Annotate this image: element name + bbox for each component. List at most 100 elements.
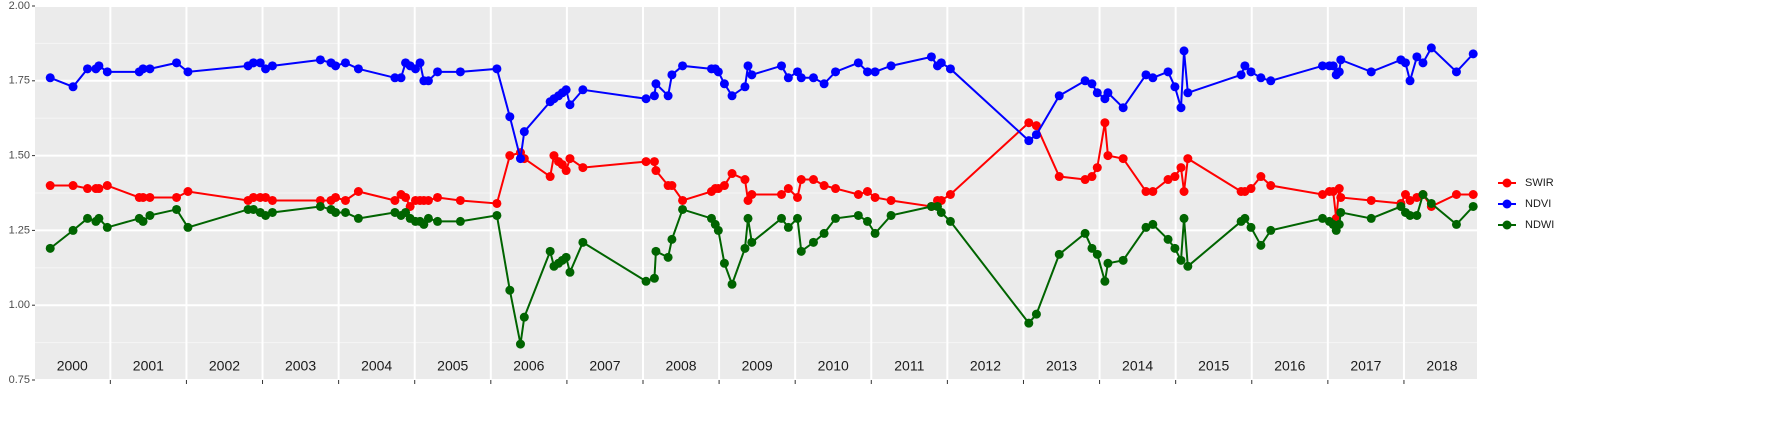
data-point	[945, 216, 955, 226]
data-point	[68, 181, 78, 191]
data-point	[396, 73, 406, 83]
data-point	[1054, 172, 1064, 182]
data-point	[183, 222, 193, 232]
data-point	[1418, 189, 1428, 199]
data-point	[862, 67, 872, 77]
data-point	[651, 166, 661, 176]
data-point	[138, 64, 148, 74]
data-point	[1240, 213, 1250, 223]
data-point	[1080, 175, 1090, 185]
data-point	[783, 222, 793, 232]
data-point	[747, 70, 757, 80]
data-point	[719, 258, 729, 268]
data-point	[261, 210, 271, 220]
data-point	[1468, 189, 1478, 199]
data-point	[561, 166, 571, 176]
data-point	[1412, 52, 1422, 62]
data-point	[102, 222, 112, 232]
data-point	[886, 195, 896, 205]
data-point	[433, 192, 443, 202]
data-point	[505, 112, 515, 122]
data-point	[1318, 189, 1328, 199]
data-point	[1366, 213, 1376, 223]
year-label: 2010	[818, 358, 849, 374]
data-point	[740, 243, 750, 253]
year-label: 2005	[437, 358, 468, 374]
data-point	[1405, 195, 1415, 205]
year-label: 2007	[589, 358, 620, 374]
data-point	[423, 76, 433, 86]
data-point	[831, 67, 841, 77]
data-point	[255, 58, 265, 68]
legend-key-point	[1502, 199, 1512, 209]
data-point	[1163, 67, 1173, 77]
data-point	[261, 192, 271, 202]
data-point	[565, 267, 575, 277]
data-point	[248, 192, 258, 202]
data-point	[747, 237, 757, 247]
data-point	[1163, 234, 1173, 244]
data-point	[783, 184, 793, 194]
data-point	[1451, 219, 1461, 229]
data-point	[727, 91, 737, 101]
data-point	[492, 64, 502, 74]
data-point	[649, 91, 659, 101]
data-point	[1031, 121, 1041, 131]
data-point	[1141, 70, 1151, 80]
data-point	[1163, 175, 1173, 185]
data-point	[819, 228, 829, 238]
data-point	[651, 246, 661, 256]
data-point	[1054, 91, 1064, 101]
legend-key-point	[1502, 178, 1512, 188]
data-point	[415, 58, 425, 68]
data-point	[248, 58, 258, 68]
data-point	[248, 204, 258, 214]
data-point	[641, 94, 651, 104]
legend-label: NDWI	[1525, 219, 1554, 231]
data-point	[747, 189, 757, 199]
data-point	[1118, 103, 1128, 113]
data-point	[641, 276, 651, 286]
data-point	[1418, 58, 1428, 68]
data-point	[1170, 243, 1180, 253]
year-label: 2017	[1350, 358, 1381, 374]
data-point	[870, 67, 880, 77]
data-point	[853, 189, 863, 199]
data-point	[45, 73, 55, 83]
data-point	[1118, 154, 1128, 164]
data-point	[315, 55, 325, 65]
data-point	[1256, 73, 1266, 83]
data-point	[1100, 118, 1110, 128]
year-label: 2015	[1198, 358, 1229, 374]
data-point	[727, 169, 737, 179]
data-point	[94, 184, 104, 194]
data-point	[727, 279, 737, 289]
data-point	[796, 175, 806, 185]
data-point	[663, 252, 673, 262]
data-point	[1103, 88, 1113, 98]
data-point	[796, 73, 806, 83]
data-point	[1236, 70, 1246, 80]
data-point	[743, 213, 753, 223]
data-point	[340, 195, 350, 205]
data-point	[1266, 225, 1276, 235]
data-point	[1031, 309, 1041, 319]
data-point	[808, 175, 818, 185]
year-label: 2014	[1122, 358, 1153, 374]
data-point	[1183, 88, 1193, 98]
data-point	[353, 187, 363, 197]
data-point	[138, 216, 148, 226]
data-point	[1426, 43, 1436, 53]
year-label: 2008	[665, 358, 696, 374]
data-point	[83, 213, 93, 223]
data-point	[740, 82, 750, 92]
data-point	[853, 58, 863, 68]
data-point	[578, 85, 588, 95]
data-point	[808, 73, 818, 83]
y-tick-label: 2.00	[9, 0, 30, 12]
data-point	[1148, 73, 1158, 83]
data-point	[1183, 261, 1193, 271]
data-point	[172, 192, 182, 202]
